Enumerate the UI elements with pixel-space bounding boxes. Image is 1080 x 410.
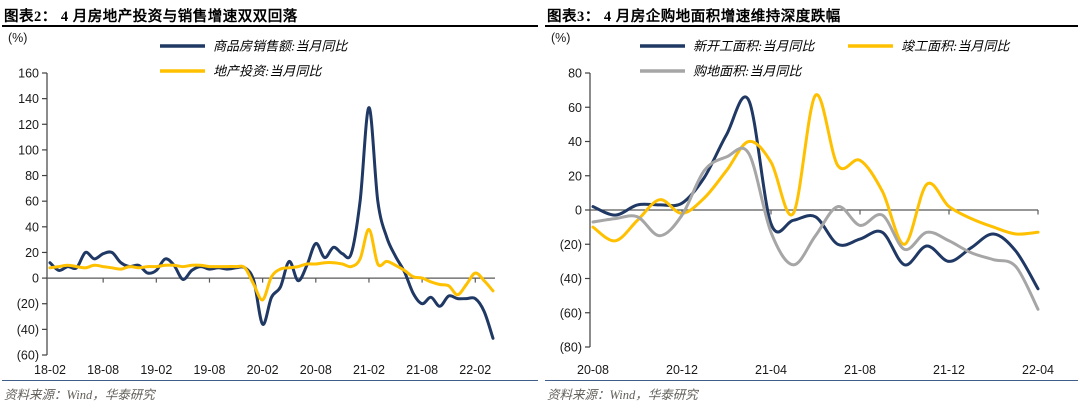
y-tick-label: 80 [25, 169, 39, 183]
x-tick-label: 20-12 [666, 363, 698, 377]
x-tick-label: 21-08 [844, 363, 876, 377]
x-tick-label: 20-02 [247, 363, 279, 377]
x-tick-label: 19-08 [193, 363, 225, 377]
y-tick-label: 100 [18, 143, 39, 157]
x-tick-label: 20-08 [577, 363, 609, 377]
x-tick-label: 22-02 [459, 363, 491, 377]
x-tick-label: 21-02 [353, 363, 385, 377]
y-tick-label: 80 [568, 67, 582, 81]
y-tick-label: 0 [32, 272, 39, 286]
chart2-source-note: 资料来源：Wind，华泰研究 [2, 380, 538, 403]
y-tick-label: (40) [560, 272, 582, 286]
chart3-figure: (%) 80 60 40 20 0 (20) (40) (60) (80) 20-08 20-12 21… [551, 31, 1054, 377]
x-tick-label: 21-12 [933, 363, 965, 377]
y-tick-label: 20 [25, 246, 39, 260]
y-tick-label: (60) [560, 306, 582, 320]
legend-label-1: 竣工面积:当月同比 [901, 39, 1010, 54]
series-line-0 [591, 95, 1040, 291]
chart3-title: 图表3： 4 月房企购地面积增速维持深度跌幅 [545, 0, 1078, 27]
y-tick-label: 160 [18, 67, 39, 81]
y-tick-label: (80) [560, 341, 582, 355]
y-tick-label: 60 [568, 101, 582, 115]
legend-label-0: 商品房销售额:当月同比 [213, 39, 348, 54]
legend-label-1: 地产投资:当月同比 [213, 64, 322, 79]
x-tick-label: 18-08 [87, 363, 119, 377]
chart3-panel: 图表3： 4 月房企购地面积增速维持深度跌幅 (%) 80 60 40 20 0 (20)(… [545, 0, 1078, 410]
legend-label-2: 购地面积:当月同比 [693, 64, 802, 79]
y-tick-label: (20) [17, 297, 39, 311]
x-tick-label: 21-04 [755, 363, 787, 377]
y-tick-label: 40 [568, 135, 582, 149]
x-tick-label: 21-08 [406, 363, 438, 377]
series-line-0 [48, 106, 495, 340]
y-axis-unit-label: (%) [551, 31, 570, 45]
y-tick-label: 0 [575, 204, 582, 218]
y-tick-label: 60 [25, 195, 39, 209]
chart2-panel: 图表2： 4 月房地产投资与销售增速双双回落 (%) 160 140 120 100 80… [2, 0, 538, 410]
x-tick-label: 20-08 [300, 363, 332, 377]
y-tick-label: 20 [568, 169, 582, 183]
y-tick-label: 140 [18, 92, 39, 106]
chart2-title: 图表2： 4 月房地产投资与销售增速双双回落 [2, 0, 538, 27]
chart2-figure: (%)160140120100806040200(20)(40)(60)18-0… [8, 31, 495, 377]
series-line-1 [591, 93, 1040, 246]
legend-label-0: 新开工面积:当月同比 [693, 39, 815, 54]
y-tick-label: 40 [25, 220, 39, 234]
series-line-1 [48, 227, 495, 302]
y-tick-label: (20) [560, 238, 582, 252]
series-line-2 [591, 146, 1040, 311]
x-tick-label: 18-02 [34, 363, 66, 377]
y-axis-unit-label: (%) [8, 31, 27, 45]
chart3-source-note: 资料来源：Wind，华泰研究 [545, 380, 1078, 403]
y-tick-label: (60) [17, 349, 39, 363]
y-tick-label: (40) [17, 323, 39, 337]
x-tick-label: 22-04 [1022, 363, 1054, 377]
x-tick-label: 19-02 [140, 363, 172, 377]
y-tick-label: 120 [18, 118, 39, 132]
